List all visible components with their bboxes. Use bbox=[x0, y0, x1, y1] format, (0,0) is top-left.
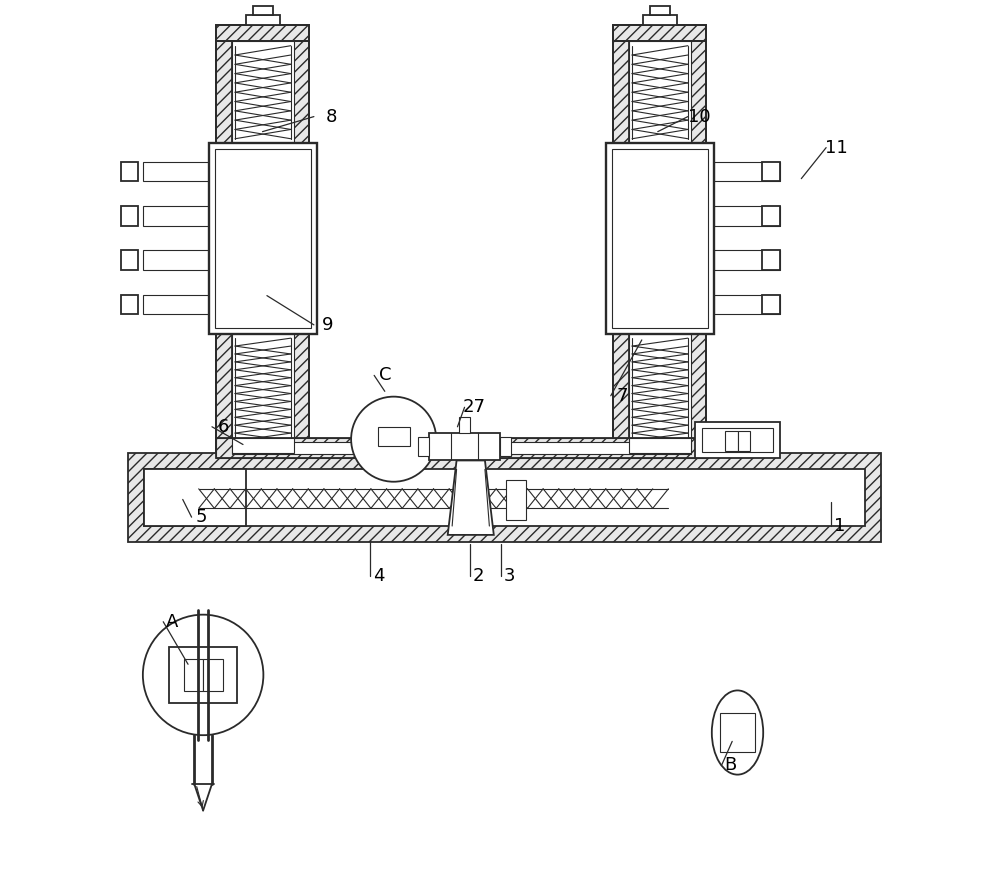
Bar bbox=[714, 206, 780, 226]
Text: 1: 1 bbox=[834, 517, 845, 535]
Bar bbox=[143, 162, 216, 181]
Bar bbox=[121, 295, 138, 314]
Text: 3: 3 bbox=[504, 566, 515, 585]
Bar bbox=[725, 431, 738, 451]
Bar bbox=[184, 659, 203, 691]
Bar bbox=[613, 25, 706, 41]
Bar bbox=[246, 15, 280, 25]
Bar bbox=[629, 41, 691, 453]
Text: 11: 11 bbox=[825, 139, 848, 156]
Bar bbox=[714, 295, 780, 314]
Bar bbox=[216, 438, 706, 458]
Bar bbox=[203, 659, 223, 691]
Bar bbox=[720, 713, 755, 752]
Bar bbox=[253, 6, 273, 15]
Bar bbox=[143, 295, 216, 314]
Bar bbox=[209, 143, 317, 333]
Bar bbox=[232, 41, 294, 453]
Text: 8: 8 bbox=[326, 108, 337, 125]
Bar bbox=[629, 41, 691, 453]
Bar bbox=[216, 41, 232, 453]
Bar bbox=[714, 251, 780, 270]
Text: 7: 7 bbox=[617, 387, 628, 404]
Text: 27: 27 bbox=[463, 398, 486, 416]
Bar bbox=[762, 162, 780, 181]
Ellipse shape bbox=[712, 691, 763, 774]
Text: A: A bbox=[166, 613, 178, 630]
Bar bbox=[232, 438, 294, 453]
Bar bbox=[144, 469, 865, 526]
Bar bbox=[216, 438, 706, 458]
Bar bbox=[762, 251, 780, 270]
Bar bbox=[702, 428, 773, 453]
Bar bbox=[232, 442, 691, 454]
Bar bbox=[169, 646, 237, 703]
Text: 6: 6 bbox=[218, 418, 229, 436]
Text: C: C bbox=[379, 366, 391, 384]
Bar bbox=[613, 25, 706, 41]
Bar bbox=[121, 206, 138, 226]
Bar bbox=[429, 433, 500, 460]
Polygon shape bbox=[448, 461, 494, 535]
Bar bbox=[762, 295, 780, 314]
Bar bbox=[506, 480, 526, 520]
Bar bbox=[613, 41, 706, 453]
Bar bbox=[459, 417, 470, 433]
Bar bbox=[613, 41, 629, 453]
Bar bbox=[418, 436, 429, 456]
Text: 4: 4 bbox=[373, 566, 384, 585]
Bar bbox=[143, 251, 216, 270]
Text: 10: 10 bbox=[688, 108, 711, 125]
Bar bbox=[216, 25, 309, 41]
Text: 5: 5 bbox=[196, 509, 207, 526]
Bar bbox=[650, 6, 670, 15]
Circle shape bbox=[143, 614, 263, 735]
Bar bbox=[144, 469, 246, 526]
Bar bbox=[378, 427, 410, 446]
Bar bbox=[121, 162, 138, 181]
Bar bbox=[121, 251, 138, 270]
Bar bbox=[215, 148, 311, 328]
Circle shape bbox=[351, 396, 436, 482]
Bar bbox=[143, 206, 216, 226]
Text: B: B bbox=[724, 757, 737, 774]
Bar bbox=[216, 25, 309, 41]
Bar bbox=[612, 148, 708, 328]
Bar bbox=[714, 162, 780, 181]
Bar bbox=[294, 41, 309, 453]
Bar bbox=[691, 41, 706, 453]
Bar bbox=[606, 143, 714, 333]
Bar bbox=[738, 431, 750, 451]
Text: 2: 2 bbox=[473, 566, 484, 585]
Bar bbox=[762, 206, 780, 226]
Bar bbox=[695, 422, 780, 458]
Bar bbox=[232, 41, 294, 453]
Bar bbox=[128, 453, 881, 542]
Bar bbox=[629, 438, 691, 453]
Text: 9: 9 bbox=[321, 316, 333, 334]
Bar bbox=[643, 15, 677, 25]
Bar bbox=[216, 41, 309, 453]
Bar bbox=[500, 436, 511, 456]
